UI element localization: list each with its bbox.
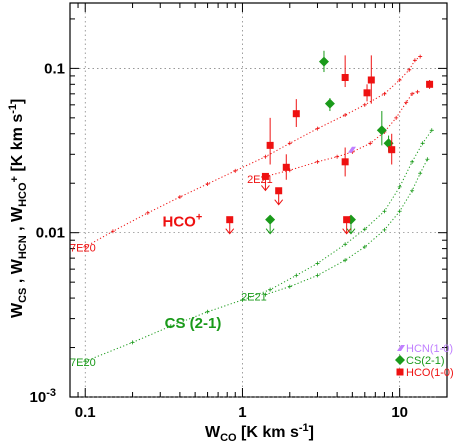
cs-model-marker — [294, 273, 299, 278]
cs-point — [324, 98, 335, 109]
cs-point — [383, 138, 394, 149]
hco-point — [388, 146, 396, 154]
annotations: 7E20 7E20 2E21 2E21 HCO+ CS (2-1) — [70, 174, 273, 369]
hco-model-curve — [84, 56, 421, 248]
hco-point — [341, 158, 349, 166]
cs-model-marker — [397, 184, 402, 189]
cs-model-marker — [205, 309, 210, 314]
hco-model-marker — [397, 77, 402, 82]
hco-point — [226, 216, 234, 224]
x-tick-label: 0.1 — [75, 404, 96, 421]
hco-legend-label: HCO(1-0) — [406, 367, 454, 379]
hco-model-marker — [415, 89, 420, 94]
hco-model-curve — [265, 91, 418, 177]
hco-model-marker — [335, 154, 340, 159]
cs-model-marker — [343, 258, 348, 263]
annotation-hco: HCO+ — [162, 212, 202, 231]
hco-legend-marker — [396, 368, 404, 376]
hcn-legend-label: HCN(1-0) — [406, 343, 453, 355]
cs-legend-marker — [395, 355, 405, 365]
cs-legend-label: CS(2-1) — [406, 355, 445, 367]
hco-model-marker — [418, 54, 423, 59]
cs-model-marker — [420, 141, 425, 146]
cs-model-marker — [315, 261, 320, 266]
cs-model-marker — [382, 227, 387, 232]
data-points — [225, 50, 434, 235]
hco-model-marker — [410, 91, 415, 96]
annotation-cs-2-1-: CS (2-1) — [165, 315, 222, 332]
cs-model-marker — [130, 340, 135, 345]
hco-model-marker — [263, 154, 268, 159]
hco-point — [275, 187, 283, 195]
cs-model-marker — [240, 297, 245, 302]
hco-model-marker — [287, 141, 292, 146]
cs-model-marker — [425, 157, 430, 162]
cs-model-marker — [287, 284, 292, 289]
annotation-2e21: 2E21 — [247, 174, 273, 186]
hco-model-marker — [110, 229, 115, 234]
hco-model-marker — [145, 210, 150, 215]
cs-model-curve — [265, 158, 428, 296]
cs-model-curve — [85, 130, 433, 362]
cs-model-marker — [410, 188, 415, 193]
plot-frame — [69, 2, 448, 398]
hco-model-marker — [343, 113, 348, 118]
y-tick-label: 0.1 — [44, 60, 65, 77]
cs-point — [376, 125, 387, 136]
hco-point — [282, 163, 290, 171]
annotation-2e21: 2E21 — [241, 291, 267, 303]
cs-model-marker — [418, 171, 423, 176]
cs-model-marker — [382, 209, 387, 214]
cs-model-marker — [263, 292, 268, 297]
cs-point — [265, 214, 276, 225]
cs-model-marker — [268, 287, 273, 292]
hco-point — [426, 80, 434, 88]
grid-lines — [70, 3, 447, 398]
hco-model-marker — [407, 67, 412, 72]
hco-model-marker — [394, 115, 399, 120]
cs-model-marker — [168, 324, 173, 329]
hco-model-marker — [233, 168, 238, 173]
model-curves — [83, 54, 434, 364]
hco-model-marker — [205, 181, 210, 186]
hco-model-marker — [412, 58, 417, 63]
y-axis-label: WCS , WHCN , WHCO+ [K km s-1] — [7, 99, 29, 318]
cs-model-marker — [83, 359, 88, 364]
hco-point — [261, 172, 269, 180]
hco-model-marker — [177, 194, 182, 199]
hco-model-marker — [83, 244, 88, 249]
hco-model-marker — [315, 159, 320, 164]
y-tick-label: 10-3 — [30, 387, 56, 406]
cs-model-marker — [362, 244, 367, 249]
hco-point — [341, 74, 349, 82]
y-tick-label: 0.01 — [36, 225, 65, 242]
legend: HCN(1-0)CS(2-1)HCO(1-0) — [395, 343, 454, 379]
x-tick-label: 10 — [391, 404, 408, 421]
hco-point — [266, 141, 274, 149]
hco-point — [367, 76, 375, 84]
cs-model-marker — [315, 273, 320, 278]
hcn-point — [347, 146, 356, 153]
cs-model-marker — [343, 242, 348, 247]
hco-model-marker — [362, 102, 367, 107]
cs-point — [318, 56, 329, 67]
x-tick-label: 1 — [238, 404, 246, 421]
hco-point — [292, 110, 300, 118]
hco-model-marker — [368, 141, 373, 146]
hco-point — [343, 216, 351, 224]
cs-model-marker — [429, 128, 434, 133]
hcn-legend-marker — [397, 345, 405, 351]
hco-point — [363, 89, 371, 97]
cs-model-marker — [410, 159, 415, 164]
x-axis-label: WCO [K km s-1] — [205, 422, 314, 444]
cs-model-marker — [362, 227, 367, 232]
cs-model-marker — [397, 209, 402, 214]
annotation-7e20: 7E20 — [70, 243, 96, 255]
annotation-7e20: 7E20 — [70, 357, 96, 369]
hco-model-marker — [382, 91, 387, 96]
hco-model-marker — [404, 100, 409, 105]
hco-model-marker — [315, 126, 320, 131]
